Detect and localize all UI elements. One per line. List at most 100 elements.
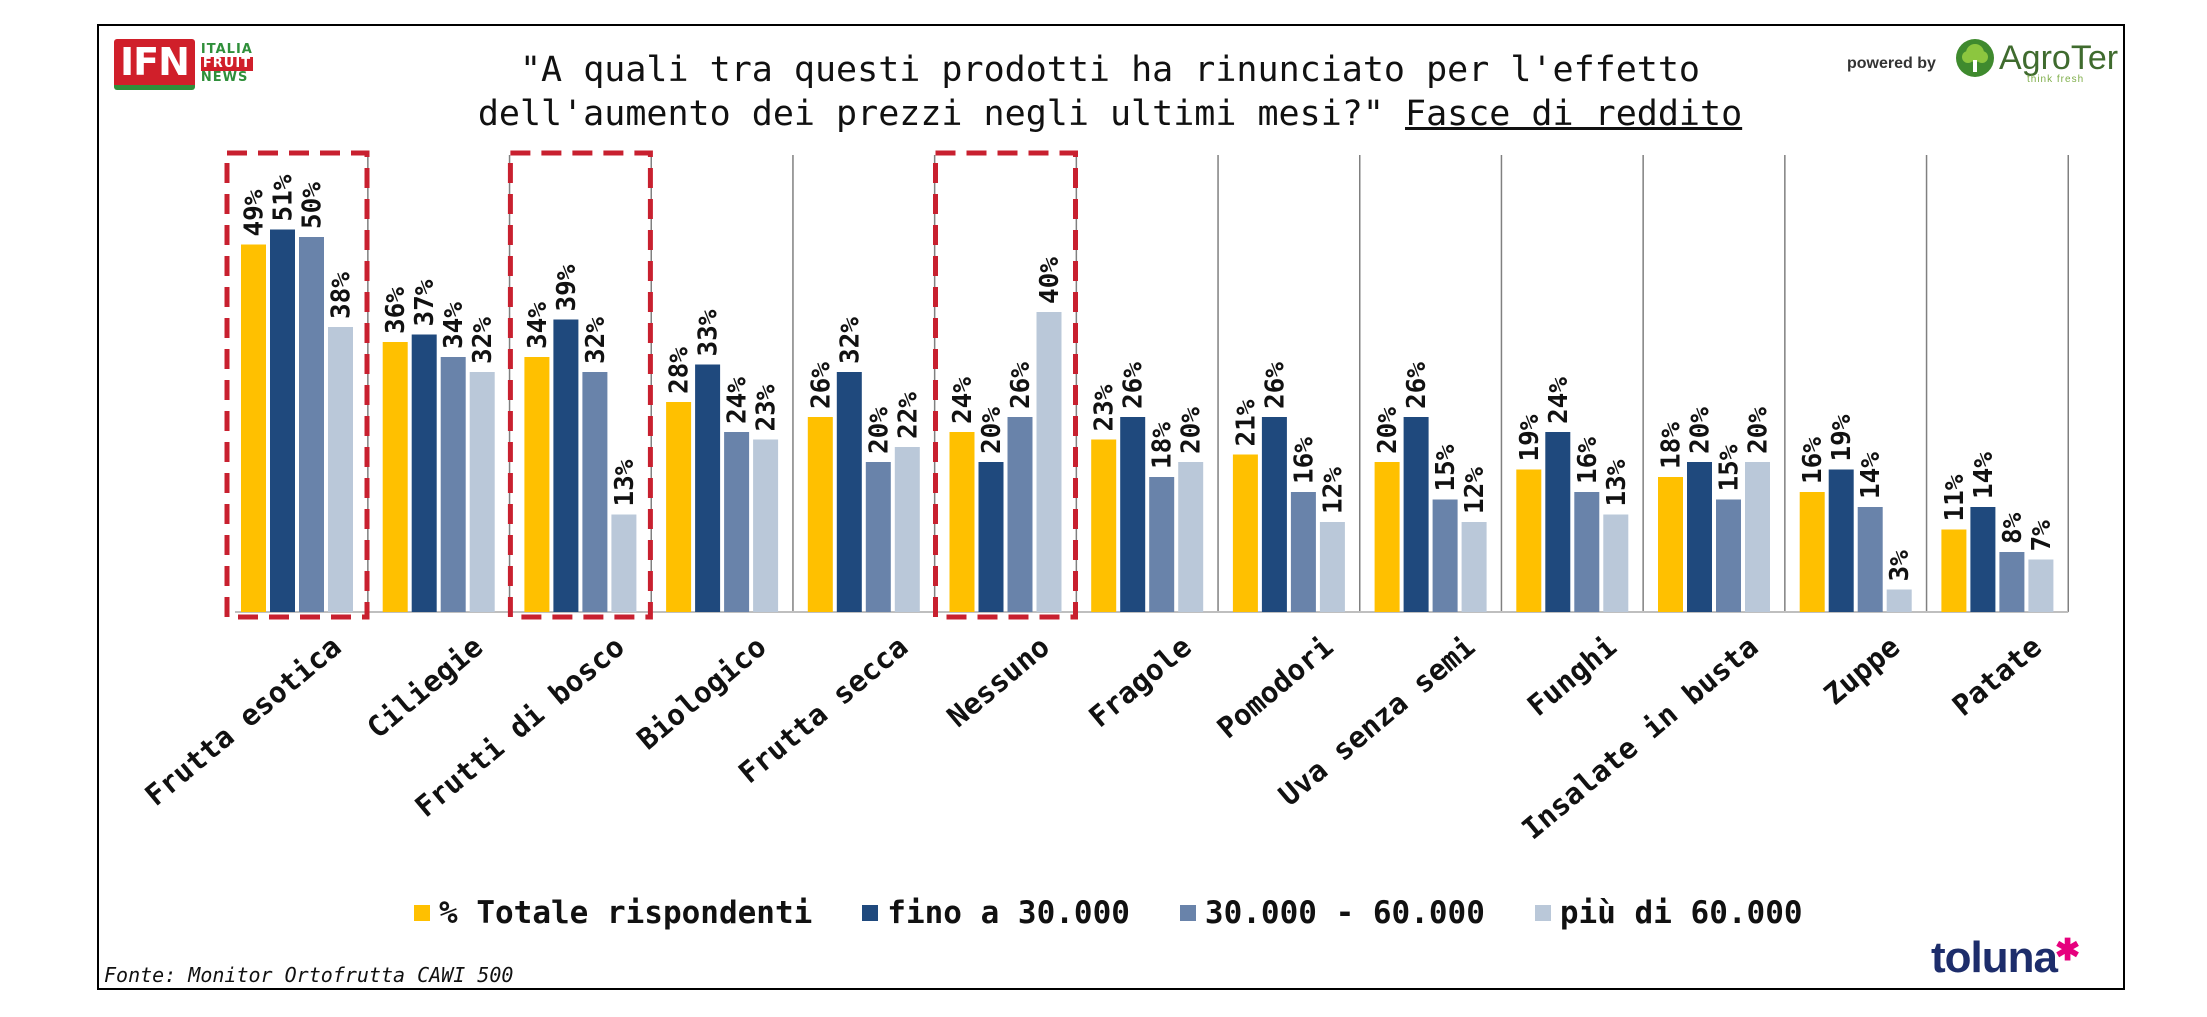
data-label: 26% <box>1402 362 1432 409</box>
bar <box>1461 522 1487 612</box>
ifn-logo-line1: ITALIA <box>200 42 253 57</box>
data-label: 34% <box>439 302 469 349</box>
agroter-tagline: think fresh <box>2027 74 2085 85</box>
bar <box>807 417 833 612</box>
data-label: 23% <box>752 384 782 431</box>
data-label: 12% <box>1460 467 1490 514</box>
legend-swatch <box>862 905 879 921</box>
bar <box>1658 477 1683 612</box>
legend-swatch <box>1534 905 1551 921</box>
ifn-logo-line2: FRUIT <box>200 56 254 71</box>
bar <box>524 357 550 612</box>
data-label: 26% <box>1006 362 1036 409</box>
bar <box>894 447 920 612</box>
bar <box>1716 499 1741 612</box>
category-label: Patate <box>1946 629 2048 722</box>
data-label: 12% <box>1318 467 1348 514</box>
category-label: Biologico <box>630 629 772 756</box>
ifn-logo-words: ITALIA FRUIT NEWS <box>200 42 254 85</box>
data-label: 32% <box>468 317 498 364</box>
data-label: 8% <box>1998 512 2028 544</box>
bar <box>1036 312 1062 612</box>
bar <box>1516 469 1542 612</box>
category-label: Ciliegie <box>360 629 489 745</box>
data-label: 49% <box>240 189 270 236</box>
bar <box>1432 499 1458 612</box>
agroter-name: AgroTer <box>1999 39 2119 77</box>
category-label: Frutta esotica <box>138 629 347 812</box>
bar <box>1999 552 2025 612</box>
category-label: Insalate in busta <box>1515 629 1764 846</box>
ifn-logo: IFN ITALIA FRUIT NEWS <box>114 38 254 90</box>
legend-label: più di 60.000 <box>1559 895 1803 931</box>
bar <box>1687 462 1712 612</box>
category-label: Nessuno <box>941 629 1056 734</box>
toluna-logo: toluna✱ <box>1931 933 2080 983</box>
highlight-box <box>507 150 653 620</box>
bar <box>1828 469 1854 612</box>
bar <box>1120 417 1146 612</box>
data-label: 14% <box>1856 452 1886 499</box>
data-label: 20% <box>1177 407 1207 454</box>
bar <box>241 244 266 612</box>
bar <box>299 237 324 612</box>
bar <box>1178 462 1204 612</box>
bar <box>666 402 692 612</box>
legend-swatch <box>414 905 430 921</box>
data-label: 18% <box>1657 422 1687 469</box>
bar <box>1799 492 1825 612</box>
chart-legend: % Totale rispondenti fino a 30.000 30.000 … <box>414 895 1853 931</box>
bar <box>865 462 891 612</box>
data-label: 37% <box>410 279 440 326</box>
data-label: 32% <box>581 317 611 364</box>
bar <box>1149 477 1175 612</box>
bar <box>1091 439 1117 612</box>
asterisk-icon: ✱ <box>2054 934 2080 967</box>
data-label: 50% <box>298 182 328 229</box>
bar <box>1319 522 1345 612</box>
data-label: 20% <box>1744 407 1774 454</box>
tree-icon <box>1956 39 1994 77</box>
chart-title-question: "A quali tra questi prodotti ha rinuncia… <box>477 50 1701 134</box>
legend-item: % Totale rispondenti <box>414 895 812 931</box>
data-label: 13% <box>610 459 640 506</box>
data-label: 14% <box>1969 452 1999 499</box>
bar <box>1374 462 1400 612</box>
bar <box>1007 417 1033 612</box>
bar <box>328 327 353 612</box>
highlight-box <box>224 150 370 620</box>
bar <box>753 439 779 612</box>
data-label: 20% <box>977 407 1007 454</box>
bar <box>440 357 466 612</box>
data-label: 20% <box>864 407 894 454</box>
data-label: 32% <box>835 317 865 364</box>
bar <box>1403 417 1429 612</box>
data-label: 7% <box>2027 520 2057 552</box>
data-label: 24% <box>1544 377 1574 424</box>
bar <box>724 432 750 612</box>
data-label: 39% <box>552 264 582 311</box>
bar <box>1261 417 1287 612</box>
bar <box>1290 492 1316 612</box>
toluna-wordmark: toluna <box>1931 933 2058 982</box>
bar <box>1941 529 1967 612</box>
legend-item: più di 60.000 <box>1534 895 1803 931</box>
data-label: 15% <box>1431 444 1461 491</box>
bar <box>1545 432 1571 612</box>
bar <box>382 342 408 612</box>
bar <box>949 432 975 612</box>
source-note: Fonte: Monitor Ortofrutta CAWI 500 <box>104 963 514 987</box>
bar <box>1857 507 1883 612</box>
data-label: 19% <box>1827 414 1857 461</box>
category-label: Zuppe <box>1817 629 1906 711</box>
bar <box>582 372 608 612</box>
bar <box>411 334 437 612</box>
data-label: 23% <box>1090 384 1120 431</box>
legend-label: 30.000 - 60.000 <box>1204 895 1485 931</box>
ifn-logo-mark: IFN <box>114 38 195 90</box>
data-label: 24% <box>948 377 978 424</box>
chart-title: "A quali tra questi prodotti ha rinuncia… <box>400 48 1820 136</box>
powered-by-label: powered by <box>1847 55 1936 72</box>
data-label: 20% <box>1373 407 1403 454</box>
